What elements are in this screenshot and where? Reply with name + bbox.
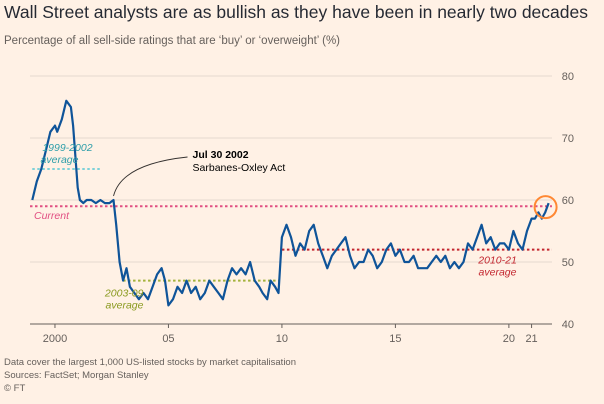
x-tick-label-2000: 2000 [43,333,67,345]
average-1999-2002-label-period: 1999-2002 [42,142,92,154]
current-label: Current [34,210,70,222]
y-tick-label-50: 50 [562,257,574,269]
chart-title: Wall Street analysts are as bullish as t… [4,2,588,22]
series-line [31,99,550,307]
annotation-event: Sarbanes-Oxley Act [193,162,286,174]
footnote-copyright: © FT [4,383,26,394]
latest-value-highlight [533,195,558,220]
average-2003-09-label-period: 2003-09 [104,288,144,300]
annotation-date: Jul 30 2002 [193,149,249,161]
y-tick-label-80: 80 [562,71,574,83]
series-group [31,99,550,307]
y-tick-label-60: 60 [562,195,574,207]
x-tick-label-05: 05 [162,333,174,345]
footnote-coverage: Data cover the largest 1,000 US-listed s… [4,357,296,368]
average-1999-2002-label-word: average [41,154,79,166]
average-2003-09-label-word: average [106,300,144,312]
average-2010-21-label-period: 2010-21 [477,255,517,267]
annotation-leader-line [113,156,188,197]
x-tick-label-20: 20 [503,333,515,345]
reference-lines [30,168,552,282]
footnote-sources: Sources: FactSet; Morgan Stanley [4,370,149,381]
x-tick-label-15: 15 [389,333,401,345]
y-tick-label-40: 40 [562,319,574,331]
x-tick-label-10: 10 [276,333,288,345]
y-tick-label-70: 70 [562,133,574,145]
axis-group: 40 50 60 70 80 2000 05 10 15 20 21 [30,71,574,345]
chart-subtitle: Percentage of all sell-side ratings that… [4,35,340,47]
average-2010-21-label-word: average [479,267,517,279]
gridlines [30,75,552,263]
annotation-group: Current1999-2002average2003-09average201… [34,142,558,312]
x-tick-label-21: 21 [525,333,537,345]
